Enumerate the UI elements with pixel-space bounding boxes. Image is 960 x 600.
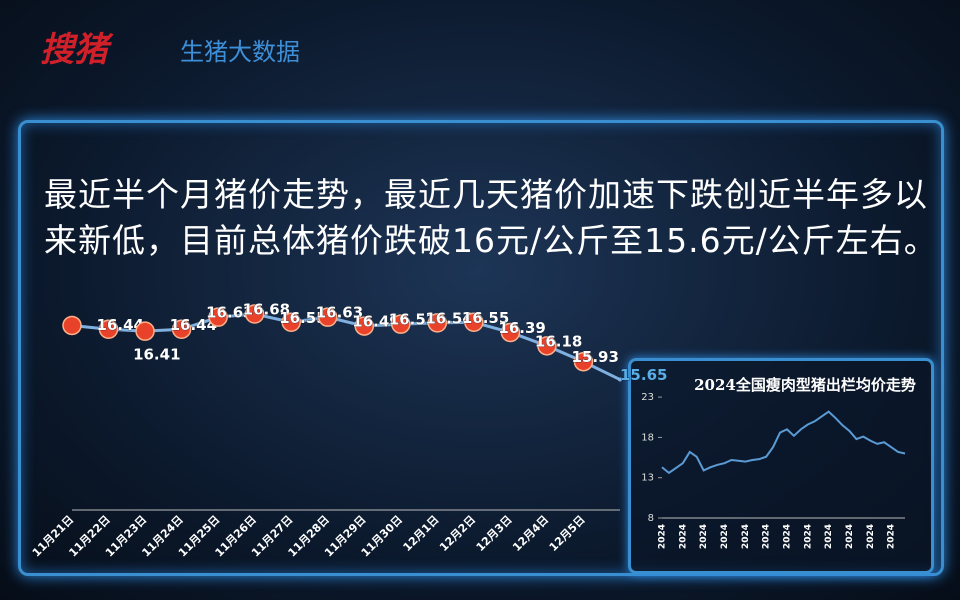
pig-marker: [354, 316, 375, 336]
x-tick-label: 12月3日: [474, 513, 515, 554]
data-label: 16.49: [352, 313, 399, 331]
x-tick-label: 2024: [824, 524, 834, 549]
y-tick-label: 13: [641, 473, 654, 484]
data-label: 15.65: [620, 366, 667, 384]
x-tick-label: 2024: [887, 524, 897, 549]
x-tick-label: 12月5日: [547, 513, 588, 554]
x-tick-label: 12月2日: [437, 513, 478, 554]
pig-marker: [317, 307, 338, 327]
data-label: 16.63: [316, 304, 363, 322]
x-tick-label: 2024: [678, 524, 688, 549]
pig-marker: [62, 315, 82, 336]
pig-marker: [171, 319, 192, 340]
data-label: 16.54: [425, 309, 472, 327]
pig-marker: [281, 312, 301, 333]
data-label: 16.44: [170, 316, 217, 334]
pig-marker: [573, 351, 594, 372]
frame: [18, 120, 944, 576]
x-tick-label: 2024: [699, 524, 709, 549]
x-tick-label: 2024: [658, 524, 668, 549]
pig-marker: [244, 304, 265, 324]
data-label: 16.18: [535, 332, 582, 350]
x-tick-label: 12月1日: [401, 513, 442, 554]
pig-marker: [464, 312, 484, 333]
y-tick-label: 23: [641, 392, 654, 403]
x-tick-label: 2024: [845, 524, 855, 549]
pig-marker: [208, 307, 228, 327]
pig-marker: [427, 313, 448, 333]
x-tick-label: 2024: [803, 524, 813, 549]
pig-marker: [537, 336, 557, 356]
x-tick-label: 2024: [762, 524, 772, 549]
y-tick-label: 18: [641, 432, 654, 443]
data-label: 16.52: [389, 311, 436, 329]
inset-title: 2024全国瘦肉型猪出栏均价走势: [694, 376, 916, 394]
data-label: 16.55: [279, 309, 326, 327]
pig-marker: [135, 321, 155, 341]
data-label: 15.93: [571, 348, 618, 366]
data-label: 16.39: [498, 319, 545, 337]
pig-marker: [500, 322, 521, 343]
line: [661, 410, 906, 475]
summary: 最近半个月猪价走势，最近几天猪价加速下跌创近半年多以来新低，目前总体猪价跌破16…: [44, 175, 938, 260]
data-label: 16.63: [206, 304, 253, 322]
data-label: 16.44: [97, 316, 144, 334]
x-tick-label: 2024: [720, 524, 730, 549]
logo-subtitle: 生猪大数据: [180, 38, 300, 66]
x-tick-label: 2024: [866, 524, 876, 549]
data-label: 16.41: [133, 346, 180, 364]
x-tick-label: 2024: [782, 524, 792, 549]
pig-marker: [391, 314, 411, 334]
pig-marker: [98, 319, 119, 340]
line: [71, 312, 621, 381]
data-label: 16.68: [243, 301, 290, 319]
data-label: 16.55: [462, 309, 509, 327]
x-tick-label: 12月4日: [510, 513, 551, 554]
x-tick-label: 2024: [741, 524, 751, 549]
y-tick-label: 8: [648, 513, 654, 524]
logo: 搜猪: [40, 30, 108, 70]
point-marker: [618, 377, 622, 382]
